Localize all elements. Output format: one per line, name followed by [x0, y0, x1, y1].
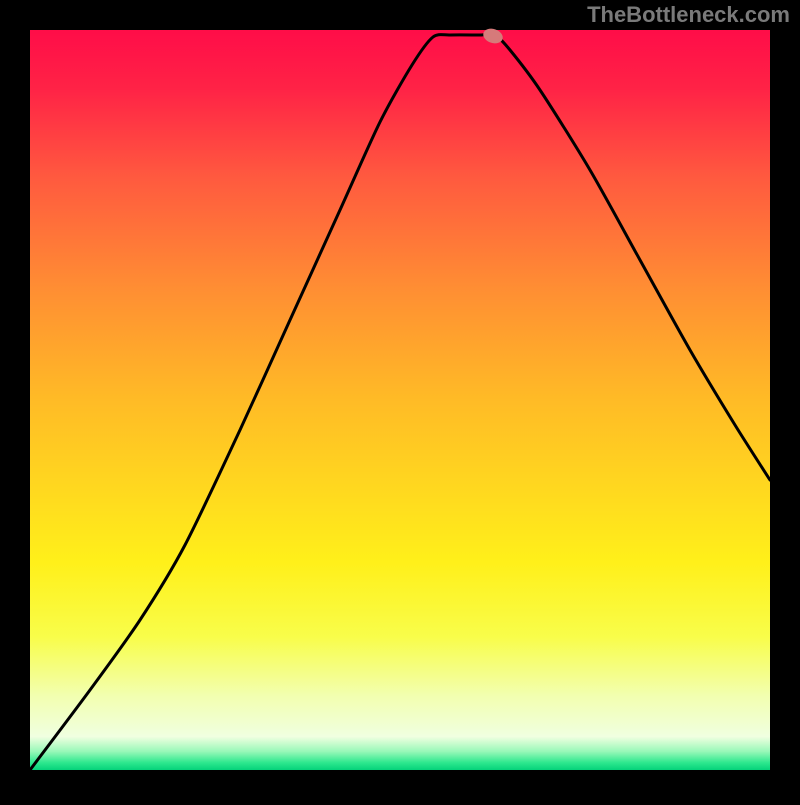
chart-background [30, 30, 770, 770]
watermark-label: TheBottleneck.com [587, 2, 790, 28]
bottleneck-chart-svg [0, 0, 800, 800]
chart-container [0, 0, 800, 800]
